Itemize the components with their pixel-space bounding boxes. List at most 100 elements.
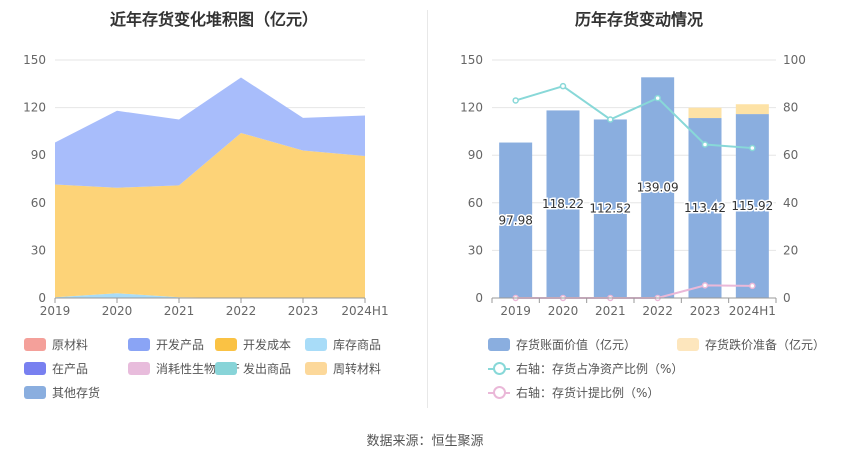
- area-series-1: [55, 132, 365, 298]
- y2-tick-label: 100: [783, 53, 806, 67]
- legend-swatch: [305, 361, 327, 375]
- y-tick-label: 90: [468, 148, 483, 162]
- legend-swatch: [677, 337, 699, 351]
- legend-swatch: [215, 337, 237, 351]
- legend-item[interactable]: 开发产品: [128, 336, 204, 352]
- line-point-1: [607, 116, 614, 123]
- legend-item[interactable]: 开发成本: [215, 336, 291, 352]
- bar-book-value: [641, 77, 675, 298]
- legend-label: 存货账面价值（亿元）: [516, 337, 637, 352]
- area-series-2: [55, 77, 365, 188]
- y-tick-label: 0: [38, 291, 46, 305]
- bar-book-value: [688, 118, 722, 298]
- bar-impairment-provision: [735, 104, 769, 115]
- x-tick-label: 2024H1: [341, 304, 388, 318]
- right-bar-line-chart: 0 30 60 90 120 150 0 20 40 60 80 100 97.98 118.22 112.…: [460, 53, 806, 318]
- y2-tick-label: 0: [783, 291, 791, 305]
- x-tick-label: 2019: [500, 304, 531, 318]
- left-stacked-area-chart: 0 30 60 90 120 150 2019 2020 2021 2022 2023 2024H1: [23, 53, 389, 318]
- legend-swatch: [215, 361, 237, 375]
- bar-data-label: 115.92: [731, 199, 773, 213]
- x-tick-label: 2023: [288, 304, 319, 318]
- legend-swatch: [24, 385, 46, 399]
- legend-swatch: [128, 337, 150, 351]
- x-tick-label: 2023: [690, 304, 721, 318]
- y-tick-label: 150: [23, 53, 46, 67]
- y-tick-label: 60: [468, 196, 483, 210]
- bar-book-value: [735, 114, 769, 298]
- legend-label: 发出商品: [243, 361, 292, 376]
- legend-item[interactable]: 右轴：存货占净资产比例（%）: [488, 360, 683, 376]
- legend-item[interactable]: 在产品: [24, 360, 88, 376]
- y2-tick-label: 80: [783, 101, 798, 115]
- y-tick-label: 0: [475, 291, 483, 305]
- legend-label: 在产品: [52, 361, 89, 376]
- bar-data-label: 118.22: [542, 197, 584, 211]
- legend-label: 周转材料: [333, 361, 382, 376]
- x-tick-label: 2021: [164, 304, 195, 318]
- legend-item[interactable]: 发出商品: [215, 360, 291, 376]
- bar-data-label: 139.09: [637, 181, 679, 195]
- legend-swatch: [305, 337, 327, 351]
- line-point-1: [749, 144, 756, 152]
- y-tick-label: 30: [31, 243, 46, 257]
- bar-data-label: 113.42: [684, 201, 726, 215]
- x-tick-label: 2019: [40, 304, 71, 318]
- bar-book-value: [499, 142, 533, 298]
- y-tick-label: 90: [31, 148, 46, 162]
- x-tick-label: 2020: [102, 304, 133, 318]
- legend-item[interactable]: 存货账面价值（亿元）: [488, 336, 636, 352]
- legend-item[interactable]: 库存商品: [305, 336, 381, 352]
- legend-label: 存货跌价准备（亿元）: [705, 337, 826, 352]
- data-source-note: 数据来源：恒生聚源: [366, 434, 484, 449]
- legend-label: 开发成本: [243, 337, 292, 352]
- legend-swatch: [128, 361, 150, 375]
- legend-swatch: [488, 337, 510, 351]
- bar-book-value: [546, 110, 580, 299]
- bar-data-label: 97.98: [498, 213, 532, 227]
- legend-swatch: [24, 361, 46, 375]
- legend-swatch: [24, 337, 46, 351]
- legend-label: 开发产品: [156, 337, 205, 352]
- legend-item[interactable]: 其他存货: [24, 384, 100, 400]
- y-tick-label: 120: [23, 101, 46, 115]
- y-tick-label: 120: [460, 101, 483, 115]
- x-tick-label: 2022: [642, 304, 673, 318]
- line-point-2: [701, 282, 709, 289]
- bar-book-value: [593, 119, 627, 299]
- line-series-1: [515, 85, 753, 150]
- bar-data-label: 112.52: [589, 202, 631, 216]
- line-point-1: [512, 97, 519, 104]
- y2-tick-label: 20: [783, 243, 798, 257]
- legend-label: 原材料: [52, 337, 89, 352]
- x-tick-label: 2021: [595, 304, 626, 318]
- y2-tick-label: 60: [783, 148, 798, 162]
- y-tick-label: 30: [468, 243, 483, 257]
- legend-label: 右轴：存货占净资产比例（%）: [516, 361, 684, 376]
- line-point-1: [559, 82, 567, 90]
- area-series-0: [55, 293, 365, 298]
- legend-swatch: [488, 361, 510, 375]
- left-chart-panel: 近年存货变化堆积图（亿元） 0 30 60 90 120 150 2019 2020 2021 2…: [0, 0, 428, 410]
- legend-label: 右轴：存货计提比例（%）: [516, 385, 660, 400]
- y-tick-label: 60: [31, 196, 46, 210]
- legend-item[interactable]: 右轴：存货计提比例（%）: [488, 384, 659, 400]
- panel-divider: [427, 10, 428, 408]
- line-point-1: [701, 141, 709, 148]
- right-chart-title: 历年存货变动情况: [574, 10, 703, 29]
- y2-tick-label: 40: [783, 196, 798, 210]
- left-chart-title: 近年存货变化堆积图（亿元）: [109, 10, 318, 29]
- line-point-2: [749, 282, 756, 290]
- x-tick-label: 2024H1: [729, 304, 776, 318]
- x-tick-label: 2020: [548, 304, 579, 318]
- right-chart-panel: 历年存货变动情况 0 30 60 90 120 150 0 20 40 60 80 100 97.98 1…: [428, 0, 850, 410]
- legend-label: 库存商品: [333, 337, 382, 352]
- legend-label: 其他存货: [52, 385, 101, 400]
- legend-item[interactable]: 周转材料: [305, 360, 381, 376]
- x-tick-label: 2022: [226, 304, 257, 318]
- legend-item[interactable]: 原材料: [24, 336, 88, 352]
- legend-swatch: [488, 385, 510, 399]
- legend-item[interactable]: 存货跌价准备（亿元）: [677, 336, 825, 352]
- bar-impairment-provision: [688, 107, 722, 119]
- y-tick-label: 150: [460, 53, 483, 67]
